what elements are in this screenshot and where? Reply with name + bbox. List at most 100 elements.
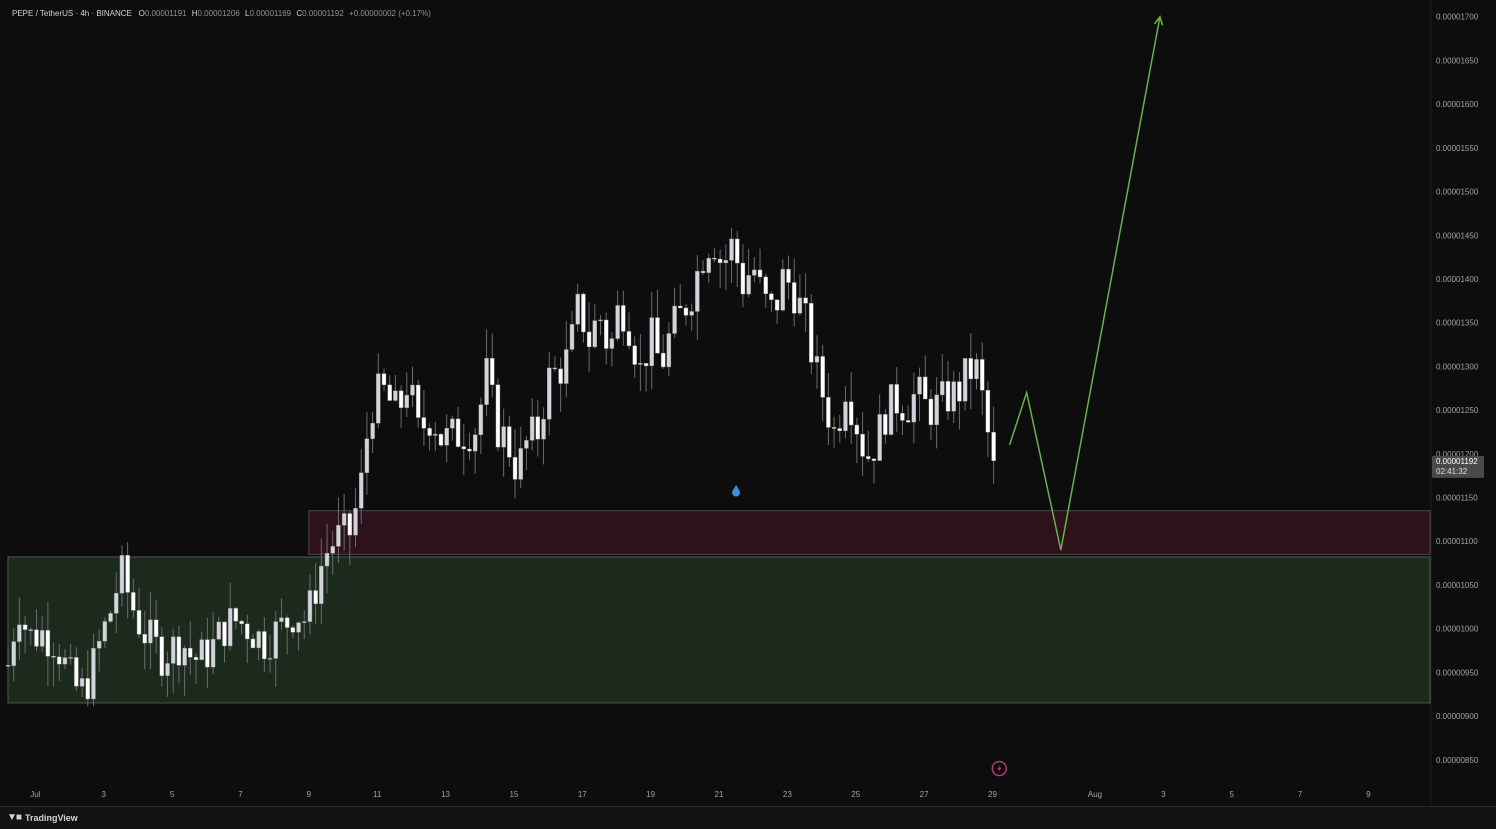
time-tick-label: 17 xyxy=(578,790,587,799)
time-tick-label: 19 xyxy=(646,790,655,799)
candle-body xyxy=(507,426,512,458)
candle-body xyxy=(905,420,911,423)
supply-demand-red-zone xyxy=(308,510,1431,555)
candle-body xyxy=(79,678,85,687)
candle-body xyxy=(279,617,284,622)
price-tick-label: 0.00000850 xyxy=(1436,756,1479,765)
candle-body xyxy=(854,424,860,435)
price-axis[interactable]: 0.00001700 0.00001650 0.00001600 0.00001550… xyxy=(1430,0,1479,806)
candle-body xyxy=(991,431,996,462)
high-label: H xyxy=(191,9,198,18)
candle-body xyxy=(843,401,848,432)
candle-body xyxy=(575,293,580,325)
tradingview-brand[interactable]: ▼■ TradingView xyxy=(7,812,78,823)
candle-body xyxy=(62,657,68,665)
candle-body xyxy=(227,608,233,647)
zones-layer xyxy=(7,510,1431,704)
candle-body xyxy=(57,656,62,665)
candle-body xyxy=(723,260,729,264)
candle-body xyxy=(695,271,700,312)
candle-body xyxy=(894,384,899,414)
candle-body xyxy=(136,610,142,635)
candle-body xyxy=(5,665,11,667)
time-tick-label: 5 xyxy=(1230,790,1235,799)
candle-body xyxy=(250,638,256,649)
candle-body xyxy=(951,381,956,412)
candle-body xyxy=(706,257,711,273)
candle-body xyxy=(284,617,290,628)
candle-body xyxy=(848,401,854,426)
candle-body xyxy=(433,433,438,436)
candle-body xyxy=(102,621,108,642)
candle-body xyxy=(11,641,16,666)
price-chart[interactable]: 0.00001700 0.00001650 0.00001600 0.00001550… xyxy=(0,0,1496,806)
candle-body xyxy=(558,368,563,384)
low-value: 0.00001169 xyxy=(249,9,292,18)
candle-body xyxy=(324,553,330,567)
candle-body xyxy=(888,384,894,435)
candle-body xyxy=(427,428,432,436)
projection-arrowhead xyxy=(1153,15,1164,26)
price-tick-label: 0.00001350 xyxy=(1436,319,1479,328)
time-tick-label: 5 xyxy=(170,790,175,799)
candle-body xyxy=(809,303,814,363)
candle-body xyxy=(119,555,125,594)
candle-body xyxy=(678,305,683,309)
candle-body xyxy=(626,331,632,347)
candle-body xyxy=(438,433,444,446)
candle-body xyxy=(22,624,28,630)
candle-body xyxy=(592,320,598,348)
candle-body xyxy=(68,657,73,659)
candle-body xyxy=(404,394,409,408)
candle-body xyxy=(182,648,187,666)
candle-body xyxy=(831,427,837,429)
candle-body xyxy=(740,262,746,295)
price-tick-label: 0.00001600 xyxy=(1436,100,1479,109)
price-tick-label: 0.00001450 xyxy=(1436,231,1479,240)
candle-body xyxy=(205,639,210,668)
time-axis[interactable]: Jul 3 5 7 9 11 13 15 17 19 21 23 25 27 29 Aug 3 5 7 9 xyxy=(30,790,1371,799)
candle-body xyxy=(700,271,706,273)
candle-body xyxy=(638,363,643,365)
time-tick-label: 25 xyxy=(851,790,860,799)
demand-green-zone xyxy=(7,556,1431,704)
high-value: 0.00001206 xyxy=(197,9,240,18)
time-tick-label: 27 xyxy=(920,790,929,799)
candle-body xyxy=(313,590,318,604)
candle-body xyxy=(797,297,803,314)
candle-body xyxy=(820,356,825,398)
candle-body xyxy=(780,268,786,311)
candle-body xyxy=(307,590,313,622)
candle-body xyxy=(615,305,620,339)
candle-body xyxy=(660,352,666,368)
candle-body xyxy=(968,358,974,380)
candle-body xyxy=(193,657,199,660)
candle-body xyxy=(450,418,455,429)
price-tick-label: 0.00001250 xyxy=(1436,406,1479,415)
candle-body xyxy=(757,269,763,278)
candle-body xyxy=(256,631,261,649)
candle-body xyxy=(34,629,39,647)
time-tick-label: 9 xyxy=(307,790,312,799)
candle-body xyxy=(302,621,307,623)
candle-body xyxy=(666,333,672,368)
candle-body xyxy=(689,311,694,316)
candle-body xyxy=(752,269,757,276)
candle-body xyxy=(290,627,296,633)
candle-body xyxy=(985,390,991,433)
candle-body xyxy=(125,555,130,593)
open-label: O xyxy=(138,9,145,18)
price-tick-label: 0.00001200 xyxy=(1436,450,1479,459)
time-tick-label: 29 xyxy=(988,790,997,799)
candle-body xyxy=(410,384,415,396)
symbol-title[interactable]: PEPE / TetherUS · 4h · BINANCE xyxy=(12,9,132,18)
candle-body xyxy=(347,513,353,536)
candle-body xyxy=(928,398,934,426)
candle-body xyxy=(296,622,301,633)
candle-body xyxy=(484,358,489,405)
symbol-legend: PEPE / TetherUS · 4h · BINANCE O 0.000011… xyxy=(12,9,434,18)
candle-body xyxy=(210,638,216,668)
candle-body xyxy=(980,359,985,391)
candle-body xyxy=(153,619,159,637)
